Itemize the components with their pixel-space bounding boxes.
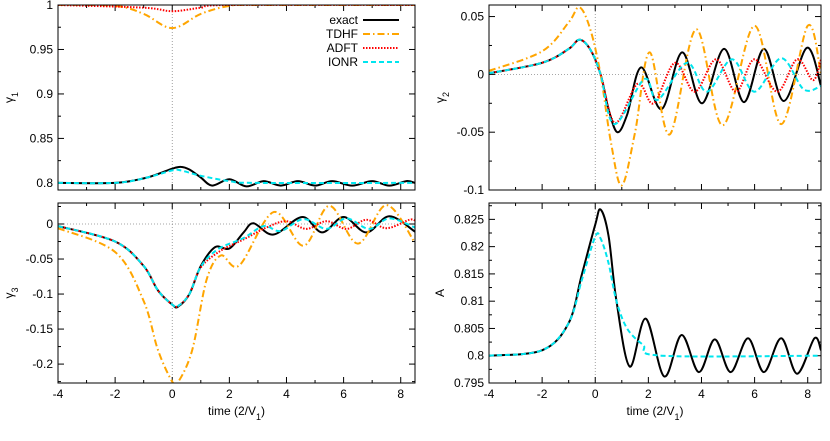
y-tick-label: 0.805 (454, 321, 484, 335)
series-adft-line (58, 5, 415, 13)
y-tick-label: -0.2 (32, 357, 53, 371)
panel-3: -4 -2 0 2 4 6 8 -0.2 -0.15 -0.1 -0.05 0 γ3 time (2/V1… (2, 202, 416, 422)
x-tick-label: 6 (340, 387, 347, 401)
plot-frame (57, 4, 416, 191)
y-axis-label: γ3 (2, 287, 20, 298)
series-ionr-line (489, 232, 821, 358)
x-tick-label: 2 (226, 387, 233, 401)
y-axis-label: γ1 (2, 92, 20, 103)
legend-label: exact (329, 13, 358, 27)
panel-2: -0.1 -0.05 0 0.05 γ2 (433, 4, 822, 197)
y-tick-label: -0.05 (26, 252, 54, 266)
y-tick-label: 0.8 (467, 349, 484, 363)
series-adft-line (489, 38, 821, 124)
series-ionr-line (58, 168, 415, 185)
x-tick-label: 8 (804, 387, 811, 401)
series-tdhf-line (58, 5, 415, 30)
y-tick-label: 0.81 (461, 294, 485, 308)
plot-frame (488, 202, 822, 384)
legend-label: ADFT (327, 41, 359, 55)
series-ionr-line (489, 38, 821, 126)
x-axis-label: time (2/V1) (626, 404, 683, 422)
x-tick-label: -2 (537, 387, 548, 401)
series-exact-line (489, 208, 821, 378)
y-tick-label: 0.815 (454, 267, 484, 281)
y-tick-label: 0.95 (30, 42, 54, 56)
y-tick-label: 0.8 (36, 176, 53, 190)
y-tick-label: 0.825 (454, 212, 484, 226)
x-tick-label: 0 (169, 387, 176, 401)
series-exact-line (489, 38, 821, 134)
y-tick-label: -0.15 (26, 322, 54, 336)
y-axis-label: γ2 (433, 92, 451, 103)
x-tick-label: 4 (698, 387, 705, 401)
x-tick-label: -4 (53, 387, 64, 401)
y-tick-label: 0 (477, 67, 484, 81)
series-ionr-line (58, 217, 415, 308)
y-tick-label: 0.05 (461, 10, 485, 24)
y-tick-label: 1 (46, 0, 53, 12)
series-adft-line (58, 218, 415, 308)
x-tick-label: 2 (645, 387, 652, 401)
y-tick-label: -0.1 (463, 183, 484, 197)
plot-frame (488, 4, 822, 191)
x-axis-label: time (2/V1) (208, 404, 265, 422)
y-tick-label: 0.795 (454, 376, 484, 390)
legend-label: IONR (328, 55, 358, 69)
y-tick-label: 0.85 (30, 131, 54, 145)
x-tick-label: -2 (110, 387, 121, 401)
y-tick-label: 0.9 (36, 87, 53, 101)
x-tick-label: -4 (484, 387, 495, 401)
y-axis-label: A (433, 289, 447, 297)
y-tick-label: 0 (46, 217, 53, 231)
series-tdhf-line (58, 204, 415, 383)
series-exact-line (58, 215, 415, 309)
y-tick-label: -0.05 (457, 125, 485, 139)
y-tick-label: -0.1 (32, 287, 53, 301)
y-tick-label: 0.82 (461, 240, 485, 254)
plot-frame (57, 202, 416, 384)
series-tdhf-line (489, 6, 821, 187)
panel-4: -4 -2 0 2 4 6 8 0.795 0.8 0.805 0.81 0.815 0.82 0.825… (433, 202, 822, 422)
x-tick-label: 0 (592, 387, 599, 401)
x-tick-label: 4 (283, 387, 290, 401)
x-tick-label: 6 (751, 387, 758, 401)
x-tick-label: 8 (397, 387, 404, 401)
legend-label: TDHF (326, 27, 358, 41)
